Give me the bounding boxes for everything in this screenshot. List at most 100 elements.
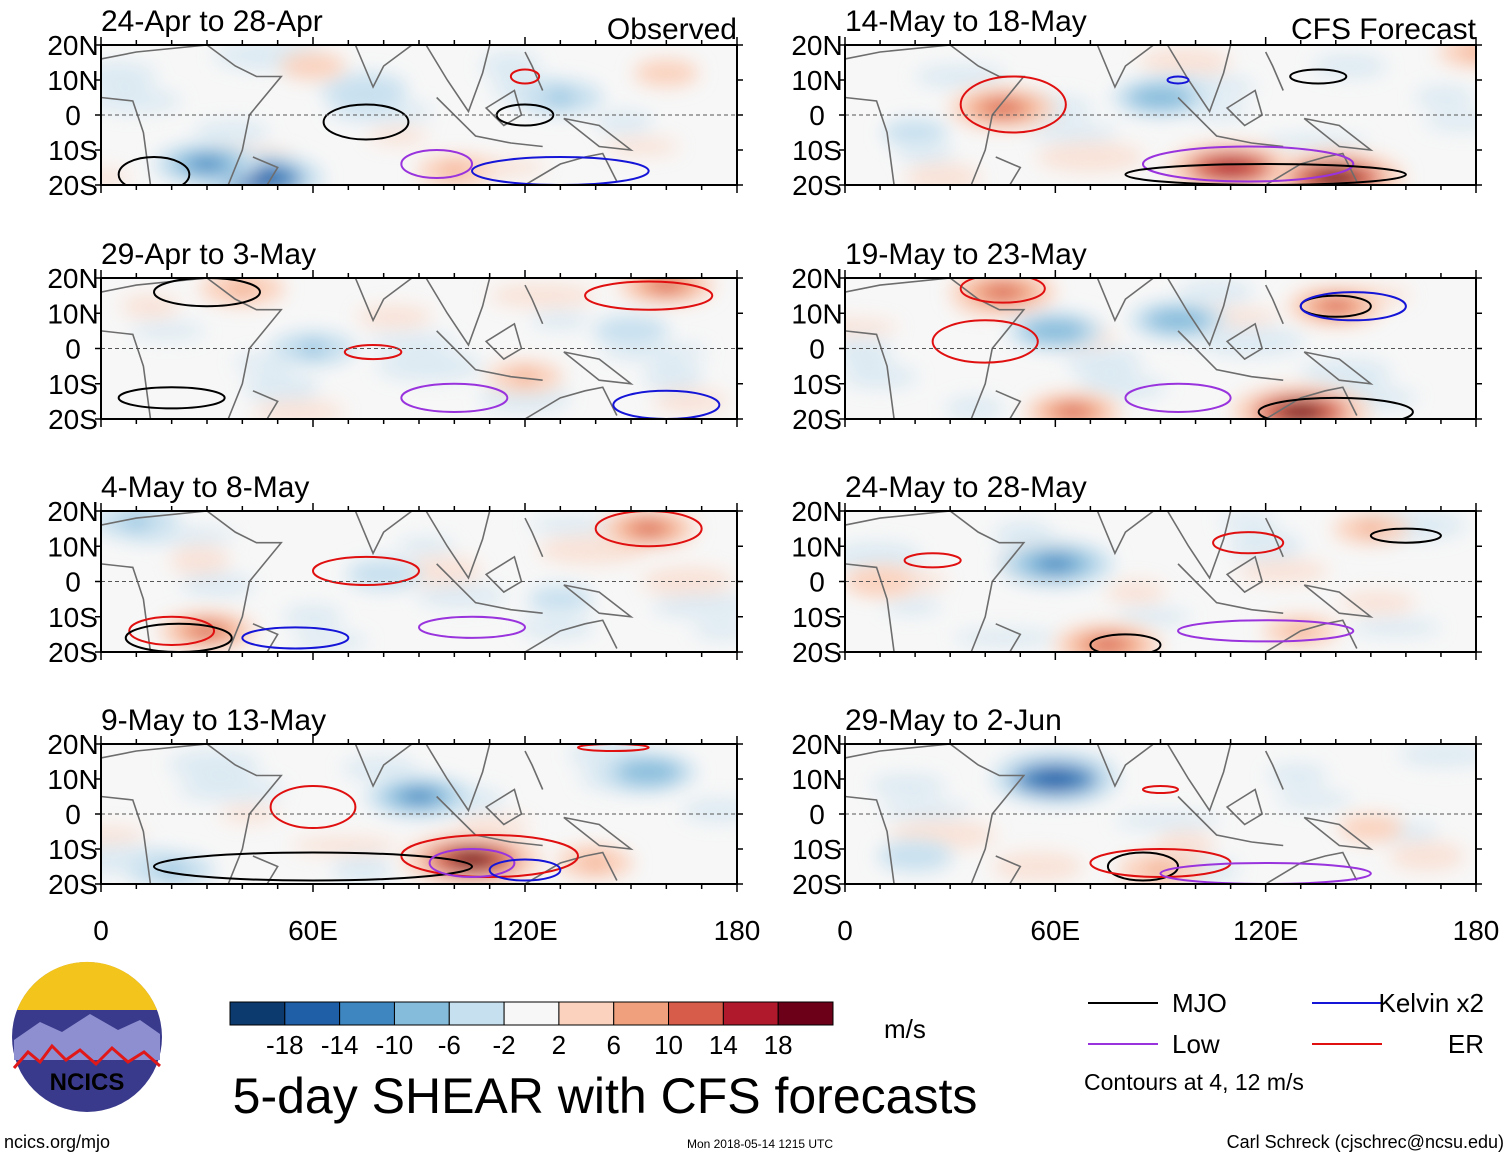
coastline-africa-west [845, 563, 895, 652]
panel-field [101, 278, 730, 419]
y-tick-label: 10S [48, 369, 98, 400]
panel-field [101, 45, 699, 185]
field-texture-blob [1339, 590, 1416, 615]
coastline-new-guinea [563, 351, 634, 385]
shaded-blob-core [1311, 168, 1360, 185]
coastline-indonesia [436, 795, 543, 847]
coastline-borneo [1225, 555, 1264, 594]
coastline-indonesia [1177, 330, 1284, 382]
coastline-madagascar [252, 390, 279, 419]
coastline-africa [101, 45, 283, 185]
field-texture-blob [290, 836, 399, 855]
panel-field [101, 511, 737, 652]
y-tick-label: 10N [791, 65, 842, 96]
field-texture [120, 283, 730, 419]
shaded-blob-core [1056, 405, 1089, 419]
x-tick-label: 180 [1453, 915, 1500, 946]
shaded-blob-core [442, 165, 467, 177]
shaded-blob-core [619, 325, 643, 336]
field-texture-blob [1227, 531, 1304, 562]
contour-kelvin-x2 [471, 156, 650, 185]
contour-er [128, 615, 216, 646]
y-tick-label: 0 [809, 799, 825, 830]
panel-period: 9-May to 13-May [101, 704, 326, 737]
coastline-new-guinea [1303, 584, 1374, 618]
shaded-features [847, 513, 1409, 652]
field-texture-blob [914, 64, 1007, 89]
contour-mjo [1124, 163, 1407, 185]
field-texture-blob [530, 311, 591, 330]
coastline-australia [524, 386, 618, 419]
y-tick-label: 20S [792, 404, 842, 435]
panel-field [845, 278, 1418, 419]
panel: 20N 10N 0 10S 20S 14-May to 18-May CFS Forecas… [791, 5, 1482, 201]
colorbar-tick-label: 18 [764, 1030, 793, 1060]
panel-field [845, 45, 1476, 185]
coastline-india [341, 278, 413, 323]
contour-mjo [1106, 851, 1180, 882]
column-header: Observed [607, 13, 737, 46]
shaded-blob-core [583, 857, 608, 869]
field-texture-blob [1026, 123, 1119, 142]
contour-mjo [153, 278, 261, 308]
coastline-africa [845, 511, 1026, 652]
coastline-india [341, 511, 413, 556]
legend-note: Contours at 4, 12 m/s [1084, 1069, 1304, 1095]
contour-low [1124, 382, 1232, 413]
panel-field [845, 744, 1476, 884]
field-texture-blob [881, 597, 942, 616]
field-texture-blob [1311, 54, 1388, 78]
field-texture-blob [895, 144, 956, 163]
shaded-blob-core [903, 850, 928, 862]
y-tick-label: 20S [48, 869, 98, 900]
shaded-blob-core [1089, 637, 1126, 652]
field-texture-blob [1155, 830, 1216, 861]
legend-label: Low [1172, 1029, 1220, 1059]
shaded-blob-core [632, 765, 665, 779]
y-tick-label: 20S [792, 637, 842, 668]
colorbar: -18 -14 -10 -6 -2 2 6 10 14 18 [229, 1001, 834, 1060]
contour-kelvin-x2 [488, 858, 562, 882]
field-texture-blob [1066, 347, 1143, 378]
colorbar-tick-label: 14 [709, 1030, 738, 1060]
y-tick-label: 10N [47, 531, 98, 562]
coastline-philippines [1264, 517, 1284, 558]
shaded-features [153, 52, 699, 185]
coastline-new-guinea [1303, 351, 1374, 385]
y-tick-label: 20N [47, 263, 98, 294]
y-tick-label: 10N [791, 531, 842, 562]
panel-period: 24-May to 28-May [845, 471, 1087, 504]
coastline-africa-west [101, 330, 152, 419]
coastline-india [341, 744, 413, 788]
shaded-blob-core [371, 569, 396, 580]
shaded-blob-core [1035, 555, 1076, 572]
coastline-madagascar [995, 390, 1022, 419]
footer-credit: Carl Schreck (cjschrec@ncsu.edu) [1227, 1132, 1504, 1152]
contour-kelvin-x2 [1299, 291, 1407, 322]
field-texture-blob [1237, 558, 1330, 583]
y-tick-label: 20S [792, 869, 842, 900]
field-texture-blob [845, 337, 893, 368]
shaded-blob-core [1146, 864, 1175, 876]
field-texture-blob [283, 604, 343, 629]
shaded-blob-core [905, 128, 926, 137]
legend-label: MJO [1172, 988, 1227, 1018]
shaded-blob-core [401, 789, 437, 804]
coastline-philippines [524, 750, 544, 790]
coastline-philippines [524, 284, 544, 325]
contour-low [400, 382, 509, 413]
contour-er [343, 343, 403, 361]
colorbar-tick-label: 10 [654, 1030, 683, 1060]
coastlines [101, 278, 634, 419]
coastline-indochina [1166, 278, 1232, 347]
field-texture-blob [1075, 375, 1168, 400]
shaded-blob-core [1039, 324, 1072, 338]
coastline-philippines [1264, 750, 1284, 790]
shaded-blob-core [1144, 91, 1177, 104]
panel: 20N 10N 0 10S 20S 29-Apr to 3-May [47, 238, 743, 435]
field-texture-blob [603, 137, 680, 156]
column-header: CFS Forecast [1291, 13, 1477, 46]
field-texture-blob [396, 537, 457, 556]
panel-period: 4-May to 8-May [101, 471, 309, 504]
